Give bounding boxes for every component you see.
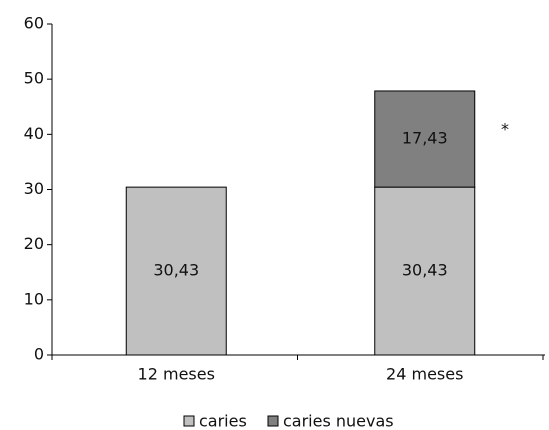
y-tick-label: 40 [24,124,44,143]
y-tick-label: 0 [34,345,44,364]
legend-label: caries [199,412,247,430]
bar-segment [125,186,227,356]
value-label: 17,43 [402,129,448,148]
x-tick-label: 12 meses [138,365,215,384]
y-tick-label: 10 [24,289,44,308]
y-tick-label: 60 [24,14,44,33]
y-tick-label: 50 [24,69,44,88]
y-tick-label: 20 [24,234,44,253]
legend-swatch [183,415,195,427]
annotation: * [501,120,509,139]
y-tick-label: 30 [24,179,44,198]
legend-swatch [267,415,279,427]
value-label: 30,43 [402,261,448,280]
legend-label: caries nuevas [283,412,394,430]
bar-segment [374,90,476,188]
x-tick-label: 24 meses [386,365,463,384]
bar-segment [374,186,476,356]
value-label: 30,43 [153,261,199,280]
